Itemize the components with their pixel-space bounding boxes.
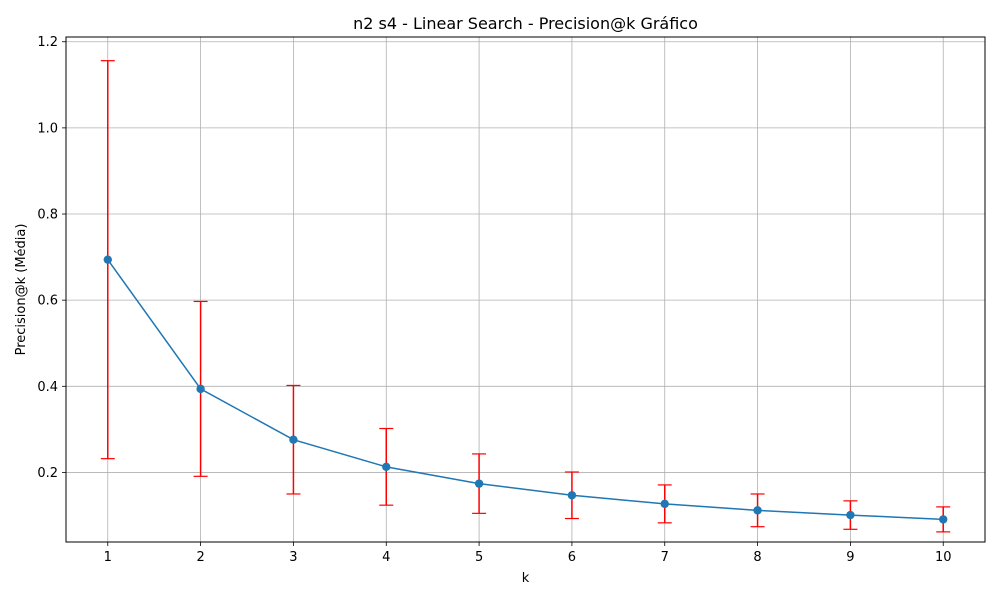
data-point [474,479,484,488]
data-point [382,462,391,472]
x-tick-label: 7 [661,550,669,565]
data-point [660,499,669,509]
x-tick-label: 5 [475,550,483,565]
data-point [103,255,112,264]
data-point [939,515,948,524]
data-point [289,435,298,444]
data-point [567,491,577,500]
y-tick-label: 1.0 [37,121,58,136]
y-tick-label: 0.2 [37,466,58,481]
data-point [196,384,205,394]
x-tick-label: 6 [568,550,576,565]
x-tick-label: 3 [289,550,297,565]
plot-frame [65,36,986,543]
x-tick-label: 1 [104,550,112,565]
y-tick-label: 0.8 [37,208,58,223]
y-tick-label: 0.4 [37,380,58,395]
y-axis-ticks: 0.2 0.4 0.6 0.8 1.0 1.2 [37,35,66,481]
x-tick-label: 9 [846,550,854,565]
y-axis-label: Precision@k (Média) [14,224,29,356]
y-tick-label: 1.2 [37,35,58,50]
x-tick-label: 8 [753,550,761,565]
series-line [107,259,944,521]
x-tick-label: 10 [935,550,952,565]
chart-title: n2 s4 - Linear Search - Precision@k Gráf… [353,14,698,33]
data-point [753,506,762,515]
x-axis-label: k [522,571,530,586]
series-layer [103,255,948,524]
grid [66,37,985,542]
x-tick-label: 2 [196,550,204,565]
data-point [846,510,855,520]
y-tick-label: 0.6 [37,294,58,309]
x-axis-ticks: 1 2 3 4 5 6 7 8 9 10 [104,542,952,565]
x-tick-label: 4 [382,550,390,565]
